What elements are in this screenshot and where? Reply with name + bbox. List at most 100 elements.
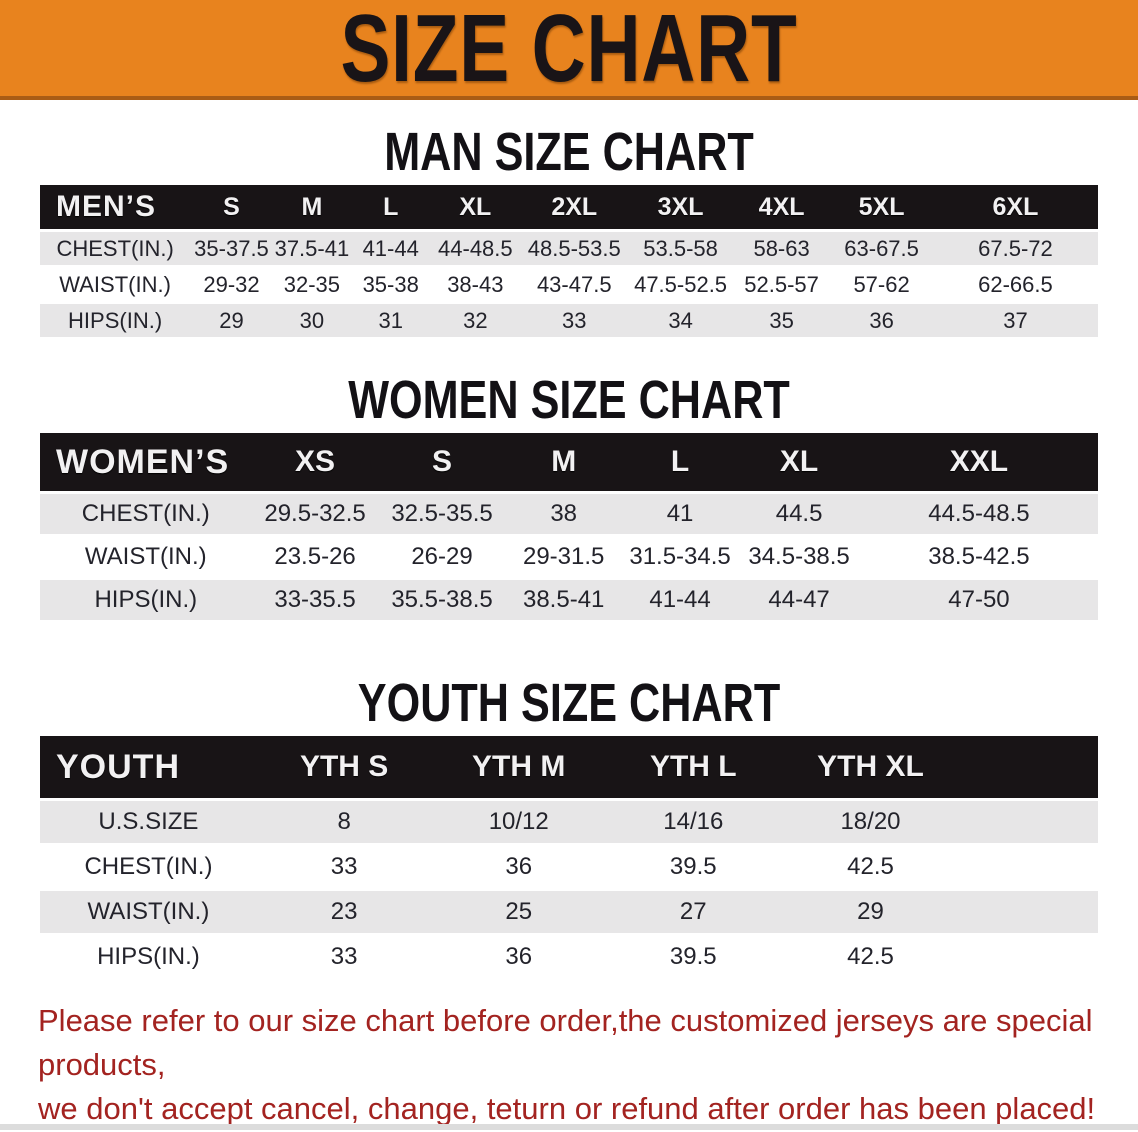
men-size-table: MEN’S S M L XL 2XL 3XL 4XL 5XL 6XL CHEST(IN.) 35-37…: [40, 182, 1098, 340]
value-cell: 38-43: [430, 268, 521, 301]
table-title-cell: YOUTH: [40, 736, 257, 798]
table-title-cell: MEN’S: [40, 185, 191, 229]
value-cell: 62-66.5: [932, 268, 1098, 301]
value-cell: 41-44: [351, 232, 431, 265]
value-cell: 67.5-72: [932, 232, 1098, 265]
value-cell: 29: [190, 304, 273, 337]
table-row: HIPS(IN.) 29 30 31 32 33 34 35 36 37: [40, 304, 1098, 337]
value-cell: 48.5-53.5: [520, 232, 629, 265]
value-cell: 31: [351, 304, 431, 337]
value-cell: 35-38: [351, 268, 431, 301]
value-cell: 53.5-58: [628, 232, 733, 265]
column-header-cell: XL: [738, 433, 860, 491]
column-header-cell: L: [351, 185, 431, 229]
value-cell: 29-32: [190, 268, 273, 301]
value-cell: 31.5-34.5: [621, 537, 739, 577]
value-cell: 42.5: [780, 846, 961, 888]
row-label-cell: CHEST(IN.): [40, 232, 191, 265]
row-label-cell: U.S.SIZE: [40, 801, 257, 843]
table-row: CHEST(IN.) 33 36 39.5 42.5: [40, 846, 1098, 888]
value-cell: 37.5-41: [272, 232, 352, 265]
value-cell: 26-29: [378, 537, 506, 577]
column-header-cell: YTH L: [606, 736, 781, 798]
value-cell: 33: [256, 846, 432, 888]
value-cell: 29.5-32.5: [251, 494, 379, 534]
table-row: HIPS(IN.) 33-35.5 35.5-38.5 38.5-41 41-44 44-…: [40, 580, 1098, 620]
value-cell: 63-67.5: [830, 232, 933, 265]
men-section: MAN SIZE CHART MEN’S S M L XL 2XL 3XL 4XL 5XL 6XL…: [0, 122, 1138, 340]
value-cell: 38: [505, 494, 622, 534]
value-cell: 38.5-41: [505, 580, 622, 620]
filler-cell: [960, 846, 1098, 888]
value-cell: 32.5-35.5: [378, 494, 506, 534]
column-header-cell: 4XL: [732, 185, 831, 229]
filler-cell: [960, 736, 1098, 798]
table-row: WAIST(IN.) 23.5-26 26-29 29-31.5 31.5-34.5 34…: [40, 537, 1098, 577]
value-cell: 30: [272, 304, 352, 337]
column-header-cell: M: [505, 433, 622, 491]
table-header-row: MEN’S S M L XL 2XL 3XL 4XL 5XL 6XL: [40, 185, 1098, 229]
value-cell: 35.5-38.5: [378, 580, 506, 620]
youth-size-table: YOUTH YTH S YTH M YTH L YTH XL U.S.SIZE 8 10/12…: [40, 733, 1098, 981]
row-label-cell: CHEST(IN.): [40, 846, 257, 888]
row-label-cell: CHEST(IN.): [40, 494, 252, 534]
value-cell: 47.5-52.5: [628, 268, 733, 301]
table-header-row: WOMEN’S XS S M L XL XXL: [40, 433, 1098, 491]
value-cell: 57-62: [830, 268, 933, 301]
value-cell: 25: [431, 891, 606, 933]
column-header-cell: L: [621, 433, 739, 491]
table-row: U.S.SIZE 8 10/12 14/16 18/20: [40, 801, 1098, 843]
filler-cell: [960, 936, 1098, 978]
disclaimer-note: Please refer to our size chart before or…: [38, 999, 1138, 1131]
table-row: CHEST(IN.) 35-37.5 37.5-41 41-44 44-48.5 48.5…: [40, 232, 1098, 265]
value-cell: 27: [606, 891, 781, 933]
column-header-cell: XXL: [859, 433, 1098, 491]
column-header-cell: 2XL: [520, 185, 629, 229]
table-header-row: YOUTH YTH S YTH M YTH L YTH XL: [40, 736, 1098, 798]
column-header-cell: XS: [251, 433, 379, 491]
table-row: WAIST(IN.) 23 25 27 29: [40, 891, 1098, 933]
value-cell: 29: [780, 891, 961, 933]
value-cell: 36: [431, 846, 606, 888]
column-header-cell: M: [272, 185, 352, 229]
value-cell: 41-44: [621, 580, 739, 620]
table-row: HIPS(IN.) 33 36 39.5 42.5: [40, 936, 1098, 978]
value-cell: 39.5: [606, 936, 781, 978]
value-cell: 43-47.5: [520, 268, 629, 301]
size-chart-banner: SIZE CHART: [0, 0, 1138, 100]
value-cell: 47-50: [859, 580, 1098, 620]
value-cell: 33-35.5: [251, 580, 379, 620]
column-header-cell: S: [378, 433, 506, 491]
value-cell: 14/16: [606, 801, 781, 843]
value-cell: 42.5: [780, 936, 961, 978]
value-cell: 44-47: [738, 580, 860, 620]
value-cell: 33: [520, 304, 629, 337]
women-section-heading-text: WOMEN SIZE CHART: [348, 370, 790, 430]
row-label-cell: WAIST(IN.): [40, 537, 252, 577]
value-cell: 44.5-48.5: [859, 494, 1098, 534]
row-label-cell: HIPS(IN.): [40, 936, 257, 978]
column-header-cell: 6XL: [932, 185, 1098, 229]
value-cell: 23.5-26: [251, 537, 379, 577]
bottom-strip: [0, 1124, 1138, 1130]
value-cell: 38.5-42.5: [859, 537, 1098, 577]
value-cell: 34: [628, 304, 733, 337]
note-line-1: Please refer to our size chart before or…: [38, 1003, 1093, 1082]
column-header-cell: YTH S: [256, 736, 432, 798]
value-cell: 33: [256, 936, 432, 978]
column-header-cell: 3XL: [628, 185, 733, 229]
column-header-cell: XL: [430, 185, 521, 229]
table-title-cell: WOMEN’S: [40, 433, 252, 491]
filler-cell: [960, 801, 1098, 843]
value-cell: 52.5-57: [732, 268, 831, 301]
youth-section-heading: YOUTH SIZE CHART: [0, 673, 1138, 733]
value-cell: 32-35: [272, 268, 352, 301]
value-cell: 35: [732, 304, 831, 337]
table-row: CHEST(IN.) 29.5-32.5 32.5-35.5 38 41 44.5 44.5…: [40, 494, 1098, 534]
row-label-cell: HIPS(IN.): [40, 580, 252, 620]
column-header-cell: S: [190, 185, 273, 229]
men-section-heading-text: MAN SIZE CHART: [384, 122, 754, 182]
value-cell: 8: [256, 801, 432, 843]
value-cell: 18/20: [780, 801, 961, 843]
value-cell: 39.5: [606, 846, 781, 888]
